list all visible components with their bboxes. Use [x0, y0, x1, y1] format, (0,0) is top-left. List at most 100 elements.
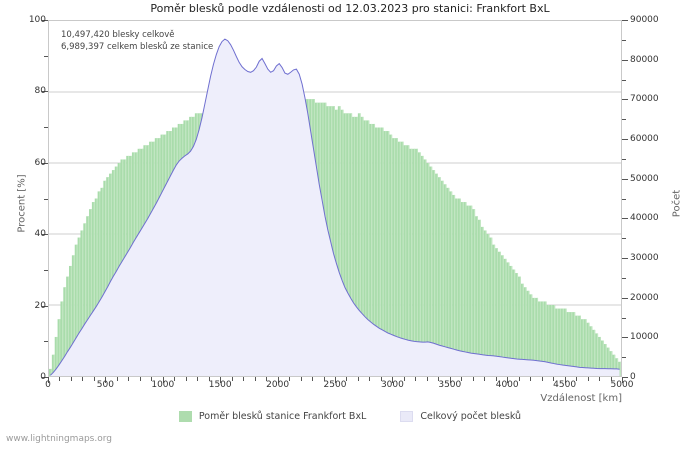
x-tick-minor: [254, 377, 256, 381]
x-tick-label: 2500: [323, 380, 347, 390]
y-tick-label-left: 40: [34, 229, 46, 240]
x-tick: [105, 377, 107, 383]
y-tick-left: [42, 377, 48, 378]
x-tick-minor: [599, 377, 601, 381]
y-tick-right: [622, 377, 628, 378]
x-tick-minor: [438, 377, 440, 381]
x-tick-minor: [472, 377, 474, 381]
y-tick-label-left: 60: [34, 157, 46, 168]
x-tick-minor: [415, 377, 417, 381]
legend-entry-ratio: Poměr blesků stanice Frankfort BxL: [178, 411, 366, 422]
x-tick: [449, 377, 451, 383]
x-tick-minor: [461, 377, 463, 381]
x-tick-minor: [369, 377, 371, 381]
y-tick-label-right: 20000: [630, 292, 659, 303]
y-tick-minor-right: [622, 79, 626, 81]
x-tick-minor: [59, 377, 61, 381]
y-tick-label-left: 100: [28, 15, 46, 25]
legend-label-count: Celkový počet blesků: [420, 411, 522, 422]
x-tick-minor: [576, 377, 578, 381]
y-tick-left: [42, 305, 48, 307]
chart-annotation: 10,497,420 blesky celkově 6,989,397 celk…: [61, 29, 213, 53]
y-tick-minor-right: [622, 39, 626, 41]
y-tick-minor-right: [622, 119, 626, 121]
y-tick-left: [42, 20, 48, 21]
y-tick-minor-left: [44, 55, 48, 57]
x-tick-label: 5000: [610, 380, 634, 390]
x-tick-minor: [518, 377, 520, 381]
x-tick: [507, 377, 509, 383]
y-tick-label-left: 0: [40, 372, 46, 382]
y-tick-label-right: 90000: [630, 15, 659, 25]
y-tick-label-right: 60000: [630, 134, 659, 144]
y-tick-minor-left: [44, 341, 48, 343]
y-tick-minor-right: [622, 277, 626, 279]
x-tick-minor: [208, 377, 210, 381]
x-axis-label: Vzdálenost [km]: [540, 393, 622, 404]
x-tick-minor: [357, 377, 359, 381]
annotation-line-2: 6,989,397 celkem blesků ze stanice: [61, 42, 214, 52]
x-tick-label: 3500: [438, 380, 462, 390]
y-tick-right: [622, 258, 628, 259]
plot-area: 10,497,420 blesky celkově 6,989,397 celk…: [48, 20, 622, 377]
x-tick-minor: [243, 377, 245, 381]
legend-swatch-ratio-icon: [178, 411, 192, 422]
y-tick-minor-right: [622, 317, 626, 319]
y-tick-minor-right: [622, 357, 626, 359]
y-tick-minor-right: [622, 198, 626, 200]
x-tick-label: 4500: [553, 380, 577, 390]
watermark: www.lightningmaps.org: [6, 434, 112, 444]
y-tick-left: [42, 91, 48, 93]
y-tick-label-left: 80: [34, 86, 46, 97]
x-tick-minor: [484, 377, 486, 381]
x-tick-minor: [587, 377, 589, 381]
y-tick-right: [622, 20, 628, 21]
x-tick-label: 1000: [151, 380, 175, 390]
x-tick-minor: [403, 377, 405, 381]
y-tick-label-right: 50000: [630, 173, 659, 184]
y-tick-label-right: 70000: [630, 94, 659, 105]
x-tick-minor: [541, 377, 543, 381]
y-axis-label-left: Procent [%]: [16, 174, 28, 233]
y-tick-right: [622, 297, 628, 299]
legend-swatch-count-icon: [400, 411, 414, 422]
legend-entry-count: Celkový počet blesků: [400, 411, 521, 422]
total-count-area-series: [49, 21, 621, 376]
x-tick-minor: [312, 377, 314, 381]
y-tick-minor-left: [44, 127, 48, 129]
y-tick-label-right: 30000: [630, 253, 659, 263]
y-tick-right: [622, 218, 628, 220]
x-tick: [335, 377, 336, 383]
x-tick-minor: [530, 377, 532, 381]
y-tick-label-right: 80000: [630, 54, 659, 65]
x-tick-minor: [323, 377, 325, 381]
x-tick-label: 2000: [266, 380, 290, 390]
y-tick-right: [622, 59, 628, 61]
y-tick-minor-left: [44, 198, 48, 200]
x-tick-label: 4000: [495, 380, 519, 390]
x-tick-label: 0: [45, 380, 51, 390]
x-tick-minor: [174, 377, 176, 381]
y-axis-label-right: Počet: [671, 189, 683, 218]
y-tick-label-right: 10000: [630, 332, 659, 343]
y-tick-right: [622, 178, 628, 180]
x-tick-minor: [610, 377, 612, 381]
x-tick-minor: [82, 377, 84, 381]
y-tick-right: [622, 139, 628, 140]
y-tick-label-right: 0: [630, 372, 636, 382]
x-tick-label: 3000: [380, 380, 404, 390]
x-tick-minor: [289, 377, 291, 381]
chart-legend: Poměr blesků stanice Frankfort BxL Celko…: [0, 411, 700, 422]
x-tick: [48, 377, 49, 383]
x-tick-minor: [553, 377, 555, 381]
x-tick-minor: [495, 377, 497, 381]
x-tick-label: 500: [96, 380, 114, 390]
x-tick-minor: [266, 377, 268, 381]
y-tick-right: [622, 337, 628, 339]
y-tick-label-right: 40000: [630, 213, 659, 224]
x-tick-label: 1500: [208, 380, 232, 390]
y-tick-minor-left: [44, 269, 48, 271]
x-tick-minor: [300, 377, 302, 381]
x-tick-minor: [128, 377, 130, 381]
x-tick: [392, 377, 394, 383]
